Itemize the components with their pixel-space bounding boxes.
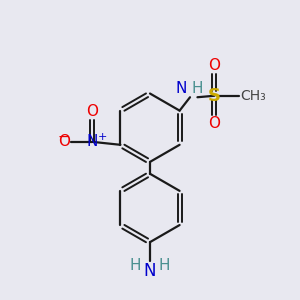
Text: O: O bbox=[208, 58, 220, 73]
Text: −: − bbox=[58, 130, 69, 144]
Text: O: O bbox=[208, 116, 220, 131]
Text: O: O bbox=[58, 134, 70, 149]
Text: N: N bbox=[86, 134, 98, 149]
Text: N: N bbox=[176, 81, 187, 96]
Text: H: H bbox=[191, 81, 203, 96]
Text: H: H bbox=[159, 258, 170, 273]
Text: N: N bbox=[144, 262, 156, 280]
Text: CH₃: CH₃ bbox=[240, 89, 266, 103]
Text: O: O bbox=[86, 104, 98, 119]
Text: S: S bbox=[208, 87, 221, 105]
Text: H: H bbox=[130, 258, 141, 273]
Text: +: + bbox=[98, 132, 107, 142]
